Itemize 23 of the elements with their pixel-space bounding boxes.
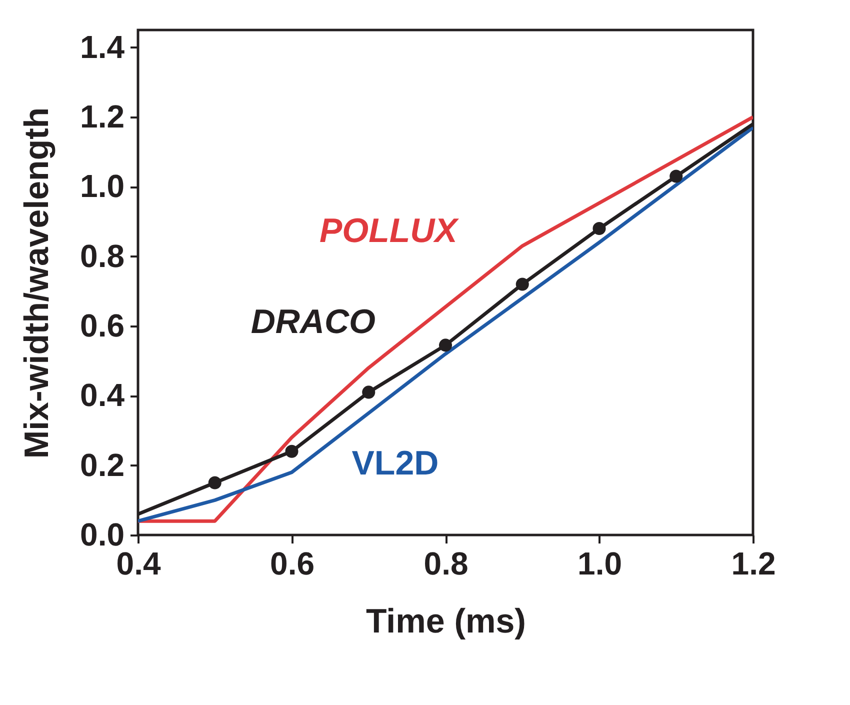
point — [438, 338, 452, 352]
y-axis-title: Mix-width/wavelength — [18, 107, 56, 459]
y-tick-label: 1.4 — [80, 28, 125, 65]
y-tick-label: 0.6 — [80, 308, 124, 344]
x-tick-label: 0.8 — [424, 546, 468, 582]
point — [592, 222, 606, 236]
x-tick-label: 1.2 — [731, 546, 776, 582]
x-axis-title: Time (ms) — [366, 602, 526, 640]
point — [362, 386, 376, 399]
y-tick-label: 1.2 — [80, 98, 124, 135]
point — [670, 170, 683, 183]
x-tick-label: 0.6 — [270, 546, 314, 582]
point — [516, 278, 529, 291]
series-label: POLLUX — [319, 212, 460, 250]
y-tick-label: 1.0 — [80, 168, 124, 204]
series-label: DRACO — [250, 303, 376, 342]
x-tick-label: 1.0 — [578, 546, 622, 582]
series-label: VL2D — [352, 444, 439, 482]
point — [208, 476, 222, 490]
point — [285, 444, 298, 458]
y-tick-label: 0.8 — [80, 238, 124, 274]
y-tick-label: 0.2 — [80, 446, 124, 483]
y-tick-label: 0.4 — [80, 377, 125, 414]
